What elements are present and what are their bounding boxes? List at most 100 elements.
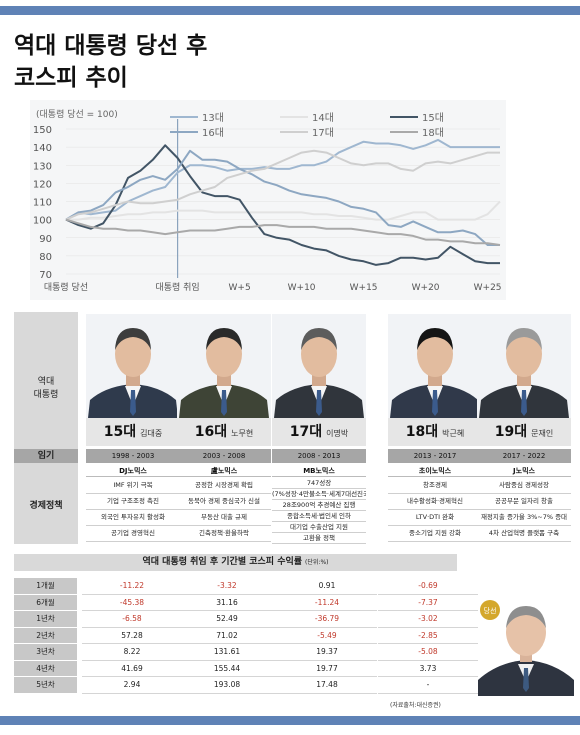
legend-label-14대: 14대 bbox=[312, 112, 334, 124]
return-value: 41.69 bbox=[82, 661, 182, 677]
policy-list: IMF 위기 극복 기업 구조조정 촉진 외국인 투자유치 활성화 공기업 경영혁신 bbox=[86, 478, 180, 542]
return-period-label: 4년차 bbox=[14, 660, 77, 677]
source-note: (자료출처:대신증권) bbox=[390, 702, 441, 709]
president-photo bbox=[272, 314, 366, 418]
policy-item: 창조경제 bbox=[388, 478, 482, 494]
return-value: -3.02 bbox=[378, 611, 478, 628]
return-value: 131.61 bbox=[177, 644, 277, 661]
president-name-row: 19대 문재인 bbox=[477, 418, 571, 446]
policy-title: MB노믹스 bbox=[272, 465, 366, 477]
return-column-15대: -11.22 -45.38 -6.58 57.28 8.22 41.69 2.94 bbox=[82, 578, 182, 694]
policy-title: DJ노믹스 bbox=[86, 465, 180, 477]
moon-jaein-elected-portrait: 당선 bbox=[478, 588, 574, 696]
president-term: 2008 - 2013 bbox=[272, 449, 366, 463]
presidents-table: 역대 대통령 임기 경제정책 15대 김대중 1998 - 2003 DJ노믹스 IMF … bbox=[14, 312, 571, 544]
president-column-19: 19대 문재인 2017 - 2022 J노믹스 사람중심 경제성장 공공부문 일자리 창… bbox=[477, 312, 571, 544]
return-value: 57.28 bbox=[82, 628, 182, 644]
policy-list: 747성장 (7%성장·4만불소득·세계7대선진국) 28조900억 추경예산 집행… bbox=[272, 478, 366, 544]
legend-label-18대: 18대 bbox=[422, 127, 444, 139]
return-period-label: 3년차 bbox=[14, 644, 77, 661]
page-title: 역대 대통령 당선 후 코스피 추이 bbox=[14, 30, 207, 94]
policy-list: 사람중심 경제성장 공공부문 일자리 창출 재정지출 증가율 3%~7% 증대 4차 … bbox=[477, 478, 571, 542]
president-name: 문재인 bbox=[531, 429, 554, 438]
return-period-label: 2년차 bbox=[14, 627, 77, 644]
series-line-14대 bbox=[66, 200, 501, 221]
return-value: 8.22 bbox=[82, 644, 182, 661]
president-term: 2017 - 2022 bbox=[477, 449, 571, 463]
policy-item: 28조900억 추경예산 집행 bbox=[272, 500, 366, 511]
policy-title: 초이노믹스 bbox=[388, 465, 482, 477]
x-tick-label: 대통령 당선 bbox=[44, 281, 88, 293]
return-value: -2.85 bbox=[378, 628, 478, 644]
x-tick-label: W+5 bbox=[229, 283, 251, 293]
return-value: 71.02 bbox=[177, 628, 277, 644]
returns-period-labels: 1개월 6개월 1년차 2년차 3년차 4년차 5년차 bbox=[14, 578, 77, 694]
president-photo bbox=[86, 314, 180, 418]
return-period-label: 6개월 bbox=[14, 594, 77, 611]
president-column-18: 18대 박근혜 2013 - 2017 초이노믹스 창조경제 내수활성화·경제혁신 LTV·… bbox=[388, 312, 482, 544]
x-tick-label: 대통령 취임 bbox=[155, 281, 199, 293]
title-line-1: 역대 대통령 당선 후 bbox=[14, 33, 208, 59]
elected-badge-text: 당선 bbox=[484, 606, 497, 615]
policy-item: LTV·DTI 완화 bbox=[388, 510, 482, 526]
x-tick-label: W+20 bbox=[412, 283, 440, 293]
policy-list: 공정한 시장경제 확립 동북아 경제 중심국가 신설 부동산 대출 규제 긴축정책·환… bbox=[177, 478, 271, 542]
president-name: 박근혜 bbox=[442, 429, 465, 438]
president-generation: 19대 bbox=[494, 424, 528, 440]
y-axis-label: (대통령 당선 = 100) bbox=[36, 108, 118, 120]
policy-item: 종합소득세·법인세 인하 bbox=[272, 511, 366, 522]
president-generation: 18대 bbox=[405, 424, 439, 440]
policy-item: (7%성장·4만불소득·세계7대선진국) bbox=[272, 490, 366, 500]
president-photo bbox=[388, 314, 482, 418]
return-value: -11.22 bbox=[82, 578, 182, 595]
president-generation: 15대 bbox=[103, 424, 137, 440]
return-column-16대: -3.32 31.16 52.49 71.02 131.61 155.44 193.08 bbox=[177, 578, 277, 694]
president-name: 김대중 bbox=[140, 429, 163, 438]
y-tick-label: 140 bbox=[33, 143, 52, 154]
label-presidents: 역대 대통령 bbox=[33, 377, 59, 400]
policy-item: IMF 위기 극복 bbox=[86, 478, 180, 494]
policy-item: 기업 구조조정 촉진 bbox=[86, 494, 180, 510]
policy-item: 외국인 투자유치 활성화 bbox=[86, 510, 180, 526]
president-name-row: 16대 노무현 bbox=[177, 418, 271, 446]
policy-item: 재정지출 증가율 3%~7% 증대 bbox=[477, 510, 571, 526]
policy-item: 공공부문 일자리 창출 bbox=[477, 494, 571, 510]
return-value: 193.08 bbox=[177, 677, 277, 694]
return-value: -6.58 bbox=[82, 611, 182, 628]
policy-title: 盧노믹스 bbox=[177, 465, 271, 477]
return-value: -7.37 bbox=[378, 595, 478, 611]
president-column-17: 17대 이명박 2008 - 2013 MB노믹스 747성장 (7%성장·4만불소득·세… bbox=[272, 312, 366, 544]
x-tick-label: W+15 bbox=[350, 283, 378, 293]
policy-item: 공정한 시장경제 확립 bbox=[177, 478, 271, 494]
return-value: -0.69 bbox=[378, 578, 478, 595]
president-name: 노무현 bbox=[231, 429, 254, 438]
returns-unit: (단위:%) bbox=[305, 559, 329, 566]
series-line-16대 bbox=[65, 149, 500, 246]
return-value: 3.73 bbox=[378, 661, 478, 677]
returns-table-header: 역대 대통령 취임 후 기간별 코스피 수익률 (단위:%) bbox=[14, 554, 457, 571]
president-generation: 17대 bbox=[289, 424, 323, 440]
president-name: 이명박 bbox=[326, 429, 349, 438]
returns-title: 역대 대통령 취임 후 기간별 코스피 수익률 bbox=[142, 557, 303, 567]
return-column-18대: -0.69 -7.37 -3.02 -2.85 -5.08 3.73- bbox=[378, 578, 478, 694]
y-tick-label: 90 bbox=[39, 234, 52, 245]
y-tick-label: 120 bbox=[33, 179, 52, 190]
y-tick-label: 80 bbox=[39, 252, 52, 263]
policy-item: 고환율 정책 bbox=[272, 533, 366, 544]
return-value: -11.24 bbox=[277, 595, 377, 611]
president-name-row: 15대 김대중 bbox=[86, 418, 180, 446]
series-line-18대 bbox=[65, 218, 501, 246]
label-economic-policy: 경제정책 bbox=[29, 501, 63, 511]
president-term: 2013 - 2017 bbox=[388, 449, 482, 463]
return-value: -45.38 bbox=[82, 595, 182, 611]
return-value: 0.91 bbox=[277, 578, 377, 595]
policy-item: 동북아 경제 중심국가 신설 bbox=[177, 494, 271, 510]
policy-list: 창조경제 내수활성화·경제혁신 LTV·DTI 완화 중소기업 지원 강화 bbox=[388, 478, 482, 542]
y-tick-label: 110 bbox=[33, 198, 52, 209]
top-accent-bar bbox=[0, 6, 580, 15]
series-line-15대 bbox=[65, 144, 500, 266]
series-line-17대 bbox=[65, 149, 500, 221]
return-value: 155.44 bbox=[177, 661, 277, 677]
series-line-13대 bbox=[65, 138, 500, 221]
legend-label-16대: 16대 bbox=[202, 127, 224, 139]
